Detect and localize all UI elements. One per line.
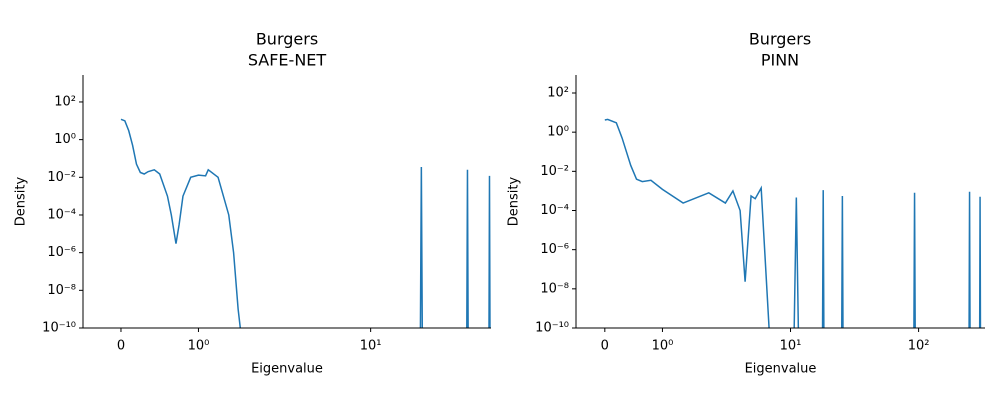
y-tick-label: 10⁻⁶: [540, 242, 569, 257]
x-tick-label: 10⁰: [652, 339, 674, 354]
x-tick-label: 0: [117, 339, 125, 354]
chart-subtitle: SAFE-NET: [248, 51, 327, 70]
data-line: [120, 118, 491, 328]
y-tick-label: 10⁰: [547, 125, 569, 140]
y-tick-label: 10²: [547, 85, 569, 100]
y-tick-label: 10⁻²: [47, 170, 76, 185]
chart-subtitle: PINN: [761, 51, 799, 70]
y-tick-label: 10⁰: [54, 132, 76, 147]
y-tick-label: 10⁻⁴: [47, 207, 76, 222]
data-line: [604, 118, 982, 328]
subplot: Burgers PINN Eigenvalue Density 10⁻¹⁰ 10⁻⁸ 10⁻…: [507, 30, 985, 377]
y-tick-label: 10⁻¹⁰: [42, 321, 76, 336]
y-tick-label: 10⁻¹⁰: [535, 321, 569, 336]
y-axis-label: Density: [507, 176, 522, 226]
y-axis-label: Density: [14, 176, 29, 226]
chart-title: Burgers: [256, 30, 318, 49]
y-tick-label: 10⁻⁴: [540, 203, 569, 218]
y-tick-label: 10²: [54, 94, 76, 109]
x-tick-label: 10²: [908, 339, 930, 354]
x-tick-label: 10¹: [360, 339, 382, 354]
x-tick-label: 10⁰: [188, 339, 210, 354]
y-tick-label: 10⁻⁶: [47, 245, 76, 260]
x-axis-label: Eigenvalue: [745, 362, 817, 377]
subplot: Burgers SAFE-NET Eigenvalue Density 10⁻¹⁰ 10⁻…: [14, 30, 491, 377]
x-axis-label: Eigenvalue: [251, 362, 323, 377]
y-tick-label: 10⁻²: [540, 164, 569, 179]
y-tick-label: 10⁻⁸: [47, 283, 76, 298]
chart-title: Burgers: [749, 30, 811, 49]
x-tick-label: 10¹: [780, 339, 802, 354]
y-tick-label: 10⁻⁸: [540, 281, 569, 296]
x-tick-label: 0: [601, 339, 609, 354]
